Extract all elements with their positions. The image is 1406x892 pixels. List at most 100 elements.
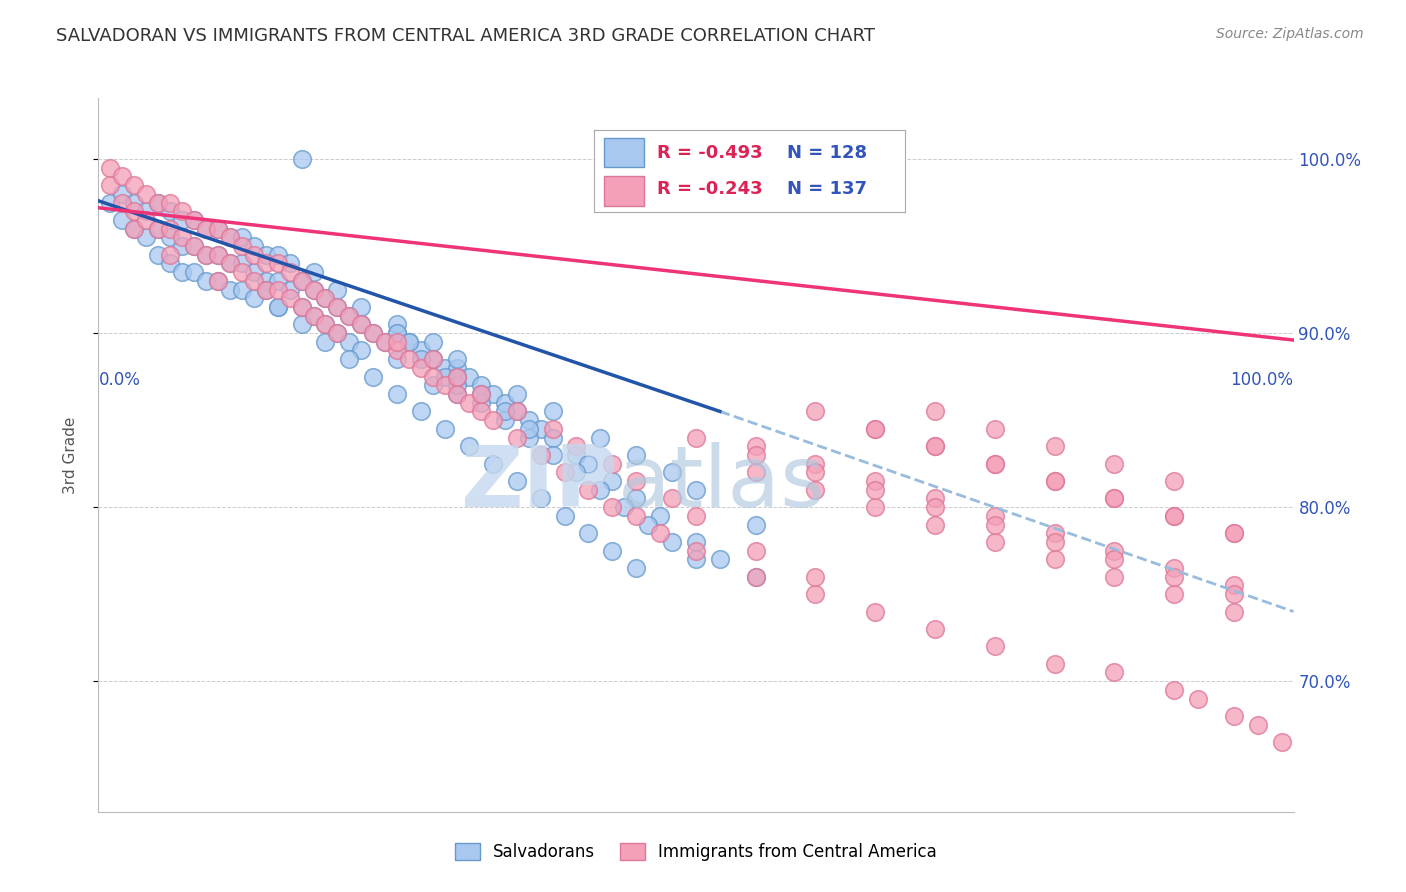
Point [517,422,540,436]
Point [278,291,301,305]
Point [1102,491,1125,506]
Point [745,439,768,453]
Point [1163,561,1185,575]
Point [315,318,337,332]
Point [183,239,205,253]
Point [315,291,337,305]
Point [576,526,599,541]
Point [745,543,768,558]
Point [863,483,887,497]
Point [148,248,170,262]
Point [231,239,253,253]
Point [541,422,564,436]
Point [984,457,1007,471]
Point [863,474,887,488]
FancyBboxPatch shape [603,177,644,206]
Point [194,248,218,262]
Point [1043,474,1066,488]
Point [159,230,181,244]
Point [385,318,409,332]
Point [124,204,146,219]
Point [148,195,170,210]
Text: ZIP: ZIP [461,442,619,525]
Point [385,343,409,358]
Text: SALVADORAN VS IMMIGRANTS FROM CENTRAL AMERICA 3RD GRADE CORRELATION CHART: SALVADORAN VS IMMIGRANTS FROM CENTRAL AM… [56,27,876,45]
Point [111,213,134,227]
Point [207,248,229,262]
Point [363,326,385,340]
Point [1163,570,1185,584]
Point [350,318,373,332]
Point [1271,735,1294,749]
Point [433,422,456,436]
Point [363,326,385,340]
Point [602,457,624,471]
Point [648,526,672,541]
Point [398,334,420,349]
Point [1222,605,1246,619]
Point [291,152,314,166]
Point [267,248,290,262]
Point [745,517,768,532]
Point [207,274,229,288]
Point [411,352,433,367]
Point [315,318,337,332]
Point [494,395,516,409]
Point [231,230,253,244]
Point [207,274,229,288]
Point [1222,709,1246,723]
Point [446,378,468,392]
Point [350,343,373,358]
Point [661,466,683,480]
Point [219,256,242,270]
Point [470,387,492,401]
Point [863,422,887,436]
Point [219,230,242,244]
FancyBboxPatch shape [603,137,644,167]
Point [172,265,194,279]
Text: N = 137: N = 137 [787,180,868,198]
Point [219,256,242,270]
Point [135,186,157,201]
Point [1102,543,1125,558]
Point [602,474,624,488]
Point [385,387,409,401]
Point [302,309,325,323]
Point [433,369,456,384]
Point [159,221,181,235]
Point [589,483,612,497]
Point [529,491,551,506]
Point [291,274,314,288]
Point [433,378,456,392]
Point [541,430,564,444]
Point [470,378,492,392]
Point [1102,570,1125,584]
Point [207,221,229,235]
Point [124,221,146,235]
Point [494,404,516,418]
Point [709,552,731,566]
Point [648,508,672,523]
Point [207,221,229,235]
Point [172,239,194,253]
Point [291,274,314,288]
Point [243,239,266,253]
Point [411,404,433,418]
Point [804,587,827,601]
Point [374,334,396,349]
Point [207,248,229,262]
Point [254,248,277,262]
Point [626,491,648,506]
Point [1163,474,1185,488]
Text: 0.0%: 0.0% [98,371,141,390]
Point [470,404,492,418]
Point [924,439,946,453]
Point [458,439,481,453]
Point [470,395,492,409]
Point [111,169,134,184]
Point [745,448,768,462]
Point [278,283,301,297]
Point [565,448,588,462]
Point [135,213,157,227]
Point [685,508,707,523]
